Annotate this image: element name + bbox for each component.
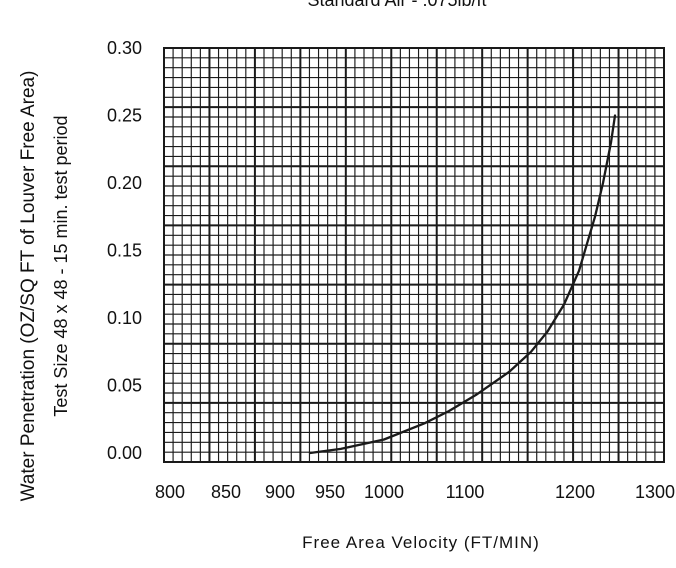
x-axis-label: Free Area Velocity (FT/MIN) [302, 533, 540, 552]
water-penetration-series [308, 114, 617, 455]
x-tick-label: 900 [265, 482, 295, 502]
y-tick-label: 0.15 [107, 241, 142, 261]
x-tick-label: 950 [315, 482, 345, 502]
x-tick-label: 800 [155, 482, 185, 502]
series-layer [308, 114, 617, 455]
y-axis-label: Water Penetration (OZ/SQ FT of Louver Fr… [18, 71, 39, 502]
y-tick-label: 0.10 [107, 308, 142, 328]
y-tick-label: 0.05 [107, 376, 142, 396]
y-tick-label: 0.25 [107, 106, 142, 126]
x-tick-label: 1100 [446, 482, 485, 502]
chart-title: Standard Air - .075lb/ft [307, 0, 486, 10]
y-tick-label: 0.30 [107, 38, 142, 58]
tick-layer: 800 850 900 950 1000 1100 1200 1300 0.00 0.05 0.10… [107, 38, 675, 502]
x-tick-label: 1200 [555, 482, 595, 502]
x-tick-label: 1300 [635, 482, 675, 502]
y-tick-label: 0.20 [107, 173, 142, 193]
y-axis-sublabel: Test Size 48 x 48 - 15 min. test period [51, 115, 71, 416]
x-tick-label: 850 [211, 482, 241, 502]
x-tick-label: 1000 [364, 482, 404, 502]
y-tick-label: 0.00 [107, 443, 142, 463]
grid-layer [163, 47, 665, 463]
